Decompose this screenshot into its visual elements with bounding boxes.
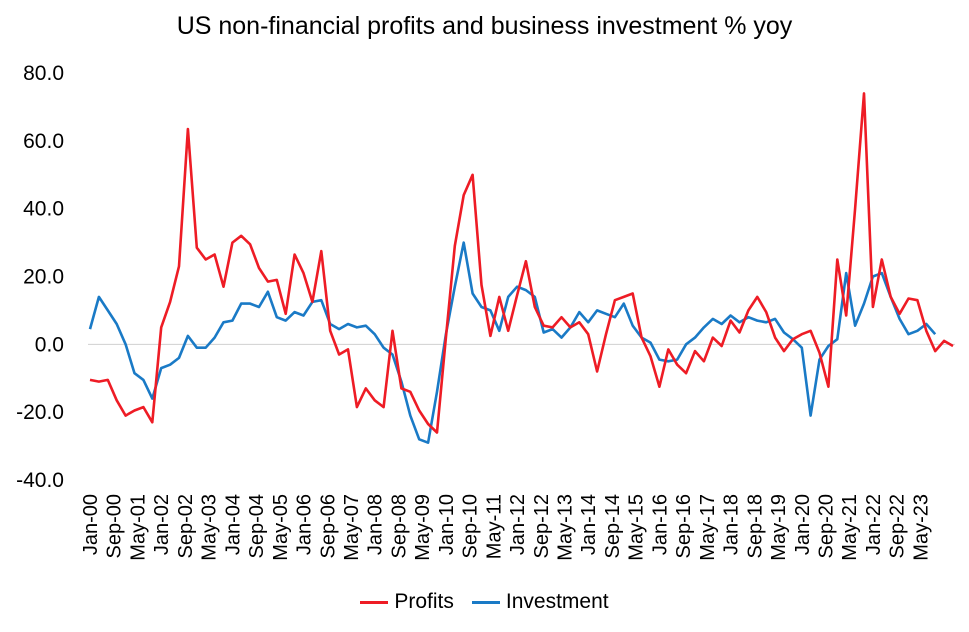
y-tick-label: -20.0 <box>16 401 64 424</box>
x-tick-label: Sep-22 <box>887 494 909 559</box>
legend-swatch-investment <box>471 600 500 604</box>
x-tick-label: Jan-18 <box>721 494 743 555</box>
x-tick-label: May-01 <box>127 494 149 561</box>
x-tick-label: May-17 <box>697 494 719 561</box>
x-tick-label: Jan-06 <box>294 494 316 555</box>
legend: Profits Investment <box>0 590 969 614</box>
x-tick-label: May-23 <box>910 494 932 561</box>
legend-item-investment[interactable]: Investment <box>471 590 609 614</box>
series-line-profits[interactable] <box>89 92 954 434</box>
y-tick-label: 20.0 <box>23 266 64 289</box>
legend-label-investment: Investment <box>505 590 609 613</box>
legend-item-profits[interactable]: Profits <box>360 590 454 614</box>
y-tick-label: 0.0 <box>35 333 64 356</box>
x-tick-label: Sep-04 <box>246 494 268 559</box>
x-tick-label: Sep-10 <box>460 494 482 559</box>
x-tick-label: Jan-14 <box>578 494 600 555</box>
chart-title: US non-financial profits and business in… <box>176 12 793 40</box>
x-tick-label: Sep-20 <box>815 494 837 559</box>
y-tick-label: 60.0 <box>23 130 64 153</box>
x-tick-label: Sep-08 <box>388 494 410 559</box>
x-tick-label: May-15 <box>626 494 648 561</box>
y-tick-label: 40.0 <box>23 198 64 221</box>
x-tick-label: Jan-00 <box>80 494 102 555</box>
y-tick-label: -40.0 <box>16 469 64 492</box>
x-tick-label: May-21 <box>839 494 861 561</box>
x-tick-label: Jan-04 <box>222 494 244 555</box>
x-tick-label: Sep-06 <box>317 494 339 559</box>
x-tick-label: Jan-02 <box>151 494 173 555</box>
x-tick-label: Sep-02 <box>175 494 197 559</box>
x-tick-label: May-11 <box>483 494 505 559</box>
x-tick-label: May-05 <box>270 494 292 561</box>
x-tick-label: Sep-12 <box>531 494 553 559</box>
x-tick-label: May-07 <box>341 494 363 561</box>
x-tick-label: May-13 <box>555 494 577 561</box>
legend-label-profits: Profits <box>394 590 454 613</box>
series-lines <box>88 92 954 445</box>
y-axis: 80.0 60.0 40.0 20.0 0.0 -20.0 -40.0 <box>16 62 64 492</box>
legend-swatch-profits <box>360 600 389 604</box>
x-tick-label: Jan-16 <box>649 494 671 555</box>
x-axis: Jan-00 Sep-00 May-01 Jan-02 Sep-02 May-03 Jan-… <box>80 343 955 561</box>
x-tick-label: May-19 <box>768 494 790 561</box>
series-line-investment[interactable] <box>88 241 937 445</box>
x-tick-label: Sep-00 <box>104 494 126 559</box>
x-tick-label: Sep-16 <box>673 494 695 559</box>
x-tick-label: May-03 <box>199 494 221 561</box>
x-tick-label: May-09 <box>412 494 434 561</box>
x-tick-label: Sep-14 <box>602 494 624 559</box>
x-tick-label: Jan-10 <box>436 494 458 555</box>
y-tick-label: 80.0 <box>23 62 64 85</box>
x-tick-label: Jan-08 <box>365 494 387 555</box>
x-tick-label: Jan-22 <box>863 494 885 555</box>
x-tick-label: Jan-12 <box>507 494 529 555</box>
x-tick-label: Sep-18 <box>744 494 766 559</box>
x-tick-label: Jan-20 <box>792 494 814 555</box>
